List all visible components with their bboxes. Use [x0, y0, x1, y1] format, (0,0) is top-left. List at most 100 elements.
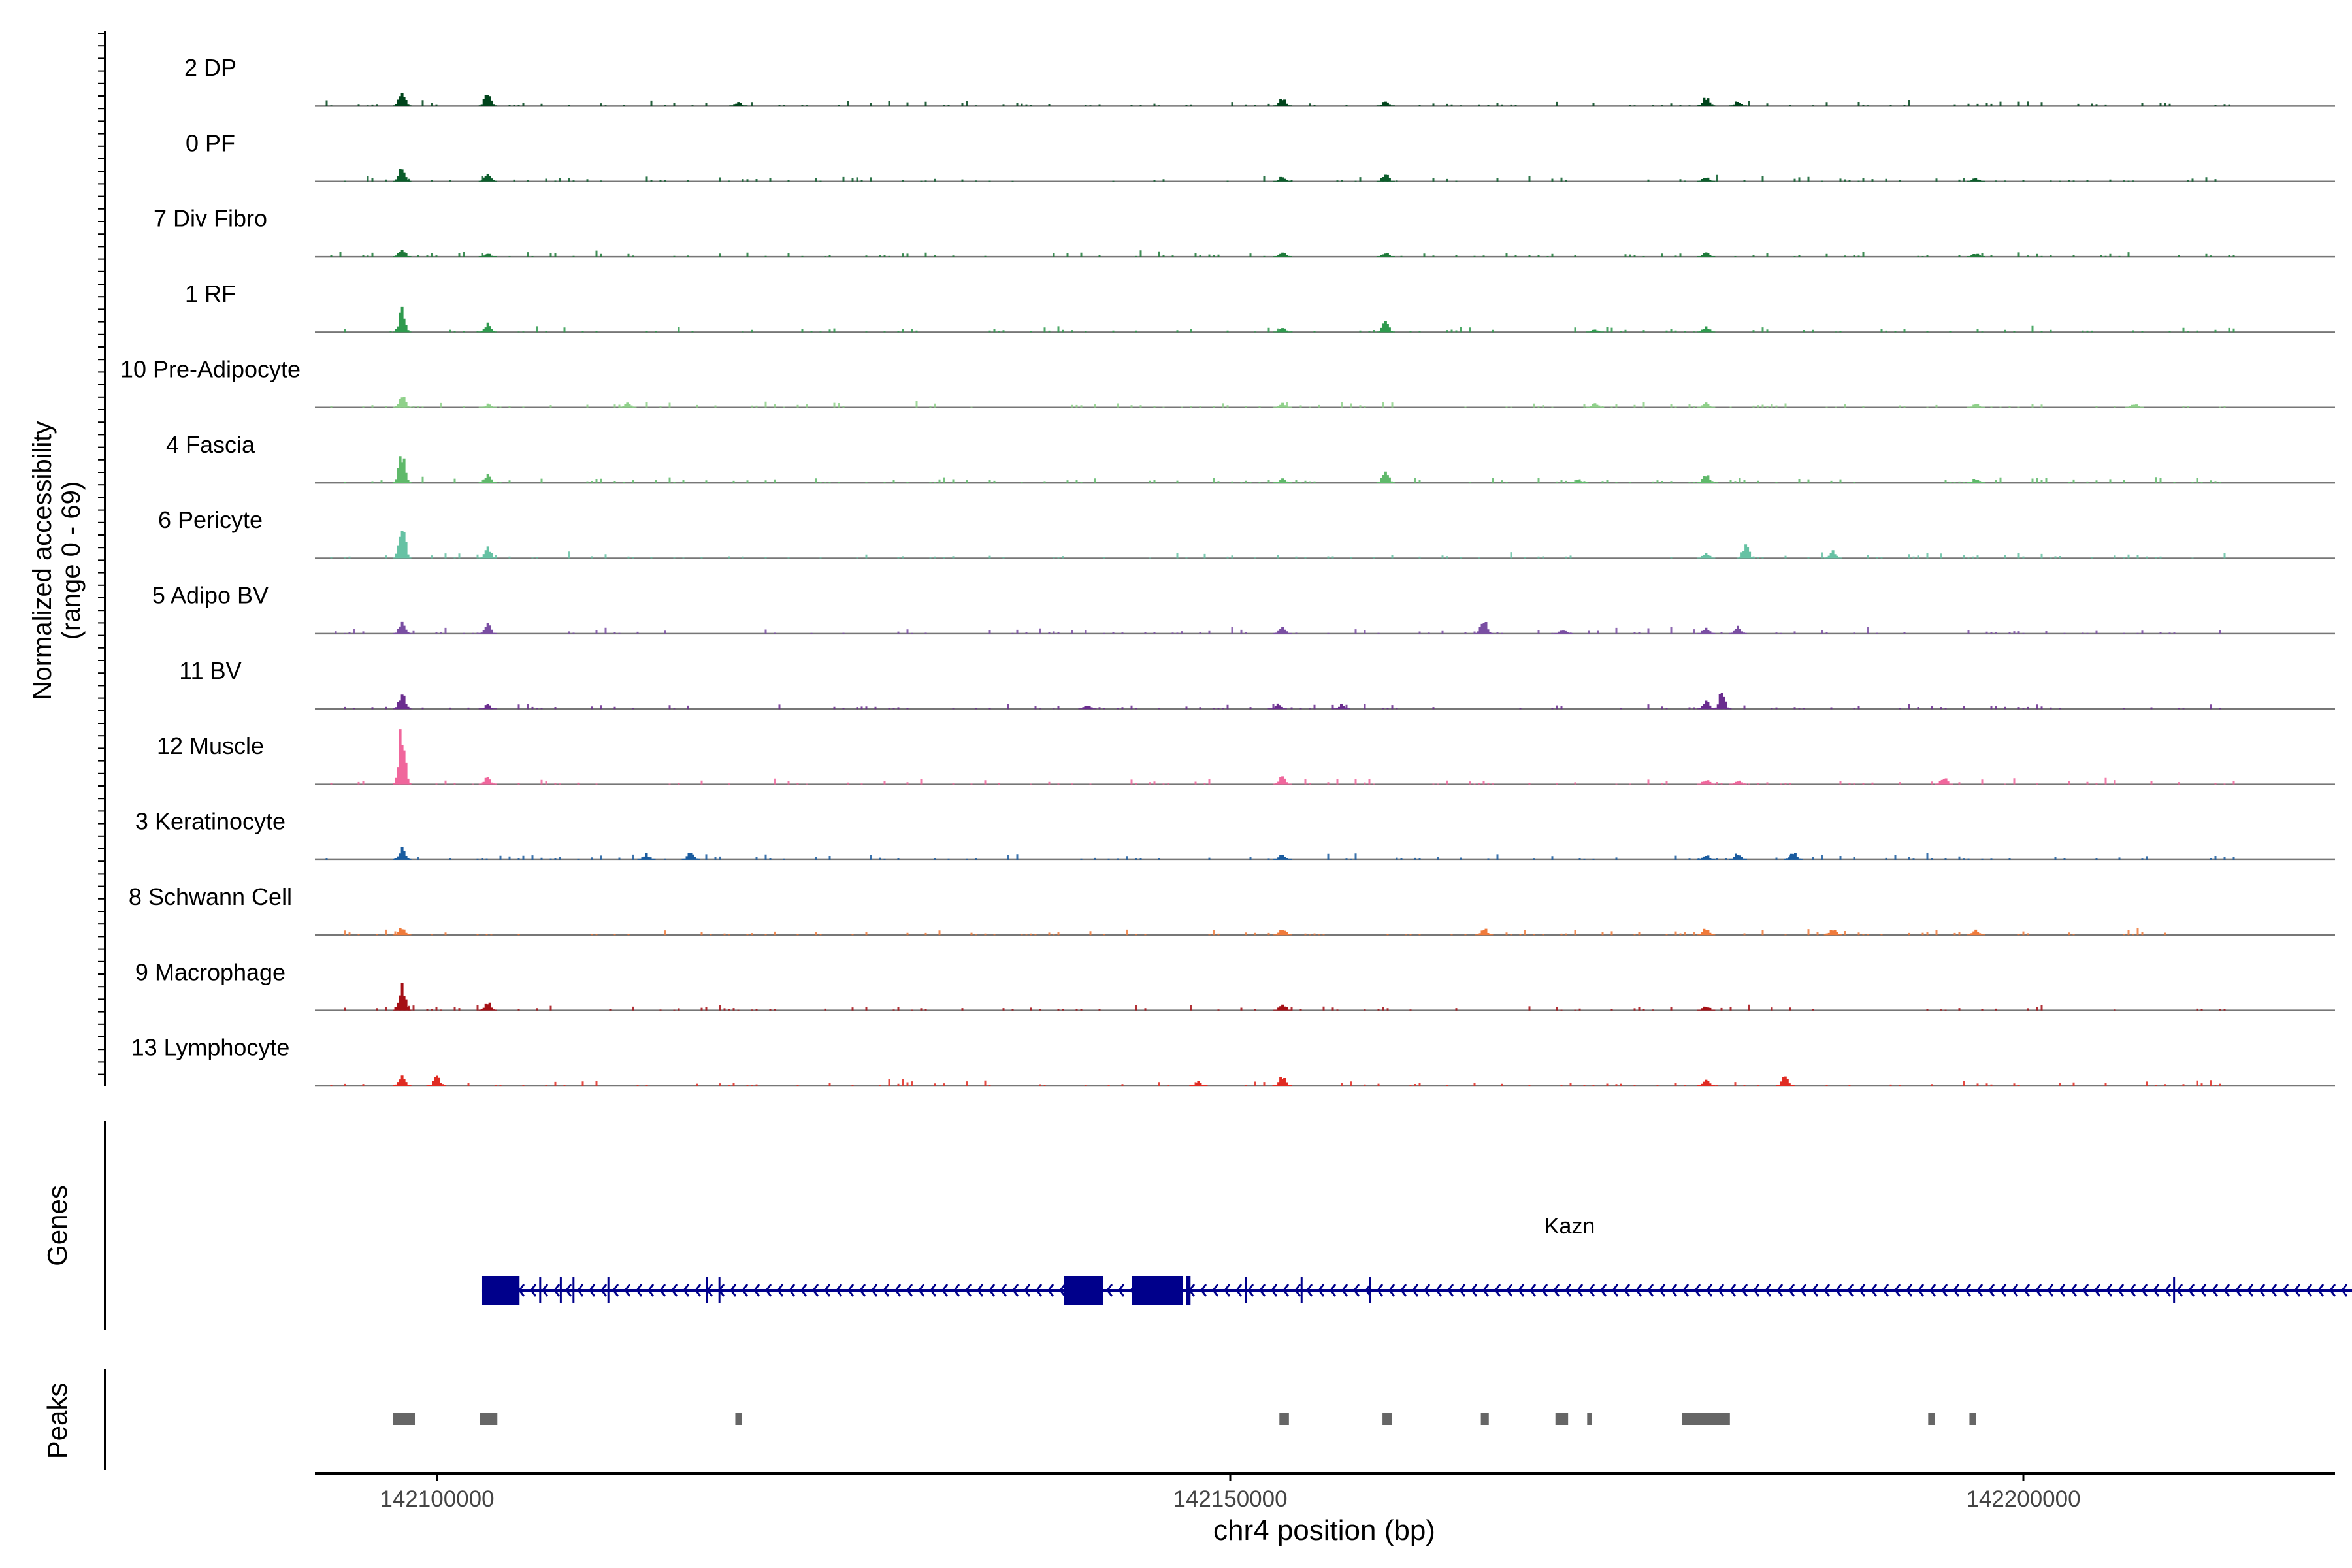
coverage-peak [1729, 625, 1747, 634]
track: 2 DP [184, 54, 2335, 107]
coverage-peak [478, 322, 497, 333]
track: 7 Div Fibro [154, 205, 2335, 258]
coverage-peak [1570, 480, 1589, 483]
coverage-peak [1967, 404, 1985, 408]
coverage-peak [1967, 253, 1985, 257]
coverage-peak [1273, 99, 1292, 106]
track-label: 0 PF [186, 129, 235, 156]
coverage-peak [637, 853, 656, 860]
coverage-peak [1697, 553, 1716, 559]
coverage-peak [1475, 622, 1494, 634]
coverage-peak [1697, 177, 1716, 182]
coverage-peak [1697, 627, 1716, 634]
track-label: 1 RF [185, 280, 236, 307]
coverage-peak [1586, 403, 1605, 408]
x-axis-ticks: 142100000142150000142200000142250000 [380, 1473, 2081, 1512]
coverage-peak [1737, 544, 1756, 559]
coverage-peak [1697, 475, 1716, 483]
coverage-peak [1697, 1079, 1716, 1086]
coverage-peak [393, 397, 412, 408]
coverage-peak [1376, 471, 1395, 483]
coverage-peak [1697, 326, 1716, 333]
peak-region [1279, 1413, 1289, 1425]
coverage-peak [1273, 176, 1292, 182]
track-label: 9 Macrophage [135, 958, 286, 985]
exon [481, 1276, 520, 1305]
track-label: 8 Schwann Cell [129, 883, 292, 910]
accessibility-tracks: 2 DP 0 PF 7 Div Fibro 1 RF 10 Pre-Adipocyte 4… [120, 54, 2335, 1087]
track-background-signal [330, 551, 2226, 559]
coverage-peak [1273, 776, 1292, 785]
coverage-peak [1784, 853, 1803, 860]
peak-region [1587, 1413, 1592, 1425]
coverage-peak [1697, 1006, 1716, 1011]
coverage-peak [1273, 1077, 1292, 1086]
coverage-peak [1273, 252, 1292, 257]
coverage-peak [1697, 252, 1716, 257]
coverage-peak [1189, 1081, 1208, 1086]
gene-annotation: Kazn [481, 1214, 2352, 1305]
coverage-peak [1475, 928, 1494, 936]
coverage-peak [1554, 630, 1573, 634]
track-label: 10 Pre-Adipocyte [120, 355, 301, 382]
coverage-peak [478, 704, 497, 710]
peak-region [1682, 1413, 1730, 1425]
coverage-peak [1697, 97, 1716, 106]
coverage-peak [1273, 328, 1292, 333]
track: 9 Macrophage [135, 958, 2335, 1011]
x-axis-label: chr4 position (bp) [1213, 1514, 1435, 1546]
peak-region [735, 1413, 742, 1425]
track-label: 12 Muscle [157, 732, 264, 759]
coverage-peak [1273, 627, 1292, 634]
coverage-peak [1697, 928, 1716, 936]
coverage-peak [1697, 855, 1716, 860]
track: 3 Keratinocyte [135, 808, 2335, 861]
coverage-peak [393, 306, 412, 333]
coverage-peak [393, 928, 412, 936]
coverage-peak [478, 253, 497, 257]
track: 10 Pre-Adipocyte [120, 355, 2335, 409]
coverage-peak [729, 102, 748, 106]
coverage-peak [1967, 178, 1985, 182]
coverage-peak [681, 853, 700, 860]
track-background-signal [325, 853, 2235, 860]
track-label: 6 Pericyte [158, 506, 263, 533]
peak-region [1480, 1413, 1489, 1425]
peaks-axis-label: Peaks [42, 1383, 73, 1460]
coverage-peak [1376, 174, 1395, 182]
coverage-peak [1376, 253, 1395, 257]
track-background-signal [344, 476, 2221, 483]
coverage-peak [1273, 930, 1292, 936]
coverage-peak [1273, 855, 1292, 860]
coverage-peak [1376, 321, 1395, 333]
coverage-peak [393, 531, 412, 559]
genes-axis-label: Genes [42, 1185, 73, 1266]
track-background-signal [330, 777, 2235, 785]
track-background-signal [344, 704, 2221, 710]
coverage-peak [393, 694, 412, 710]
coverage-peak [1729, 780, 1747, 785]
coverage-peak [478, 95, 497, 106]
coverage-peak [1697, 700, 1716, 710]
coverage-peak [1967, 929, 1985, 936]
coverage-peak [618, 402, 637, 408]
peak-regions [393, 1413, 1976, 1425]
coverage-peak [1697, 402, 1716, 408]
x-axis-tick-label: 142200000 [1966, 1486, 2080, 1512]
coverage-peak [393, 983, 412, 1011]
track: 5 Adipo BV [152, 582, 2335, 635]
track: 6 Pericyte [158, 506, 2335, 559]
coverage-peak [1268, 703, 1287, 710]
track: 4 Fascia [166, 431, 2335, 484]
track: 12 Muscle [157, 729, 2335, 785]
coverage-peak [2125, 404, 2144, 408]
exon [1064, 1276, 1103, 1305]
peak-region [1555, 1413, 1569, 1425]
track-label: 2 DP [184, 54, 237, 81]
coverage-peak [1697, 780, 1716, 785]
coverage-peak [393, 93, 412, 106]
coverage-peak [478, 623, 497, 634]
coverage-peak [1729, 101, 1747, 106]
coverage-peak [393, 729, 412, 785]
coverage-peak [393, 169, 412, 182]
